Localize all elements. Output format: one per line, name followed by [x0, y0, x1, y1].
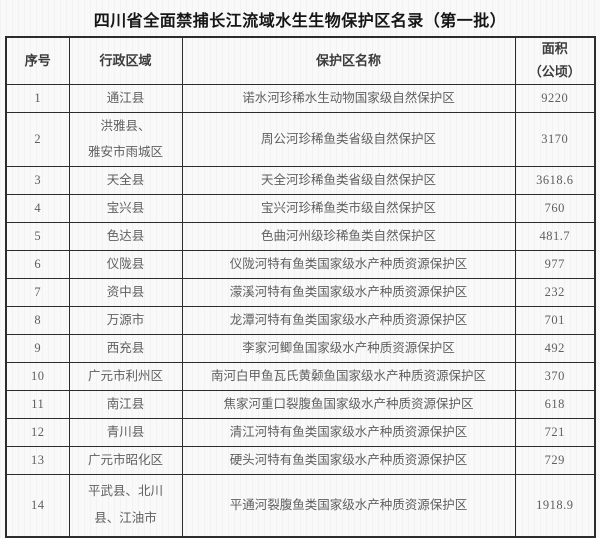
cell-serial: 6: [5, 249, 70, 279]
cell-serial: 4: [5, 193, 70, 223]
cell-region: 平武县、北川 县、江油市: [68, 473, 183, 537]
cell-serial: 12: [5, 417, 70, 447]
table-row: 8 万源市 龙潭河特有鱼类国家级水产种质资源保护区 701: [5, 305, 596, 335]
cell-area: 3618.6: [514, 165, 596, 195]
cell-area: 9220: [514, 84, 596, 113]
header-serial: 序号: [5, 36, 70, 85]
cell-region: 天全县: [68, 165, 183, 195]
cell-region: 南江县: [68, 389, 183, 419]
protected-areas-table: 序号 行政区域 保护区名称 面积 （公顷） 1 通江县 诺水河珍稀水生动物国家级…: [5, 36, 596, 538]
cell-reserve-name: 周公河珍稀鱼类省级自然保护区: [181, 112, 516, 167]
cell-area: 760: [514, 193, 596, 223]
cell-reserve-name: 濛溪河特有鱼类国家级水产种质资源保护区: [181, 277, 516, 307]
cell-area: 618: [514, 389, 596, 419]
table-row: 12 青川县 清江河特有鱼类国家级水产种质资源保护区 721: [5, 417, 596, 447]
cell-serial: 5: [5, 221, 70, 251]
cell-reserve-name: 李家河鲫鱼国家级水产种质资源保护区: [181, 333, 516, 363]
header-row: 序号 行政区域 保护区名称 面积 （公顷）: [5, 36, 596, 85]
cell-serial: 3: [5, 165, 70, 195]
cell-region: 广元市利州区: [68, 361, 183, 391]
table-row: 14 平武县、北川 县、江油市 平通河裂腹鱼类国家级水产种质资源保护区 1918…: [5, 473, 596, 537]
table-row: 10 广元市利州区 南河白甲鱼瓦氏黄颡鱼国家级水产种质资源保护区 370: [5, 361, 596, 391]
cell-region: 广元市昭化区: [68, 445, 183, 475]
header-area-line1: 面积: [541, 41, 568, 57]
header-reserve-name: 保护区名称: [181, 36, 516, 85]
table-row: 1 通江县 诺水河珍稀水生动物国家级自然保护区 9220: [5, 84, 596, 113]
cell-region: 资中县: [68, 277, 183, 307]
table-row: 13 广元市昭化区 硬头河特有鱼类国家级水产种质资源保护区 729: [5, 445, 596, 475]
cell-region: 宝兴县: [68, 193, 183, 223]
table-row: 11 南江县 焦家河重口裂腹鱼国家级水产种质资源保护区 618: [5, 389, 596, 419]
table-row: 3 天全县 天全河珍稀鱼类省级自然保护区 3618.6: [5, 165, 596, 195]
table-row: 7 资中县 濛溪河特有鱼类国家级水产种质资源保护区 232: [5, 277, 596, 307]
cell-reserve-name: 清江河特有鱼类国家级水产种质资源保护区: [181, 417, 516, 447]
cell-serial: 7: [5, 277, 70, 307]
cell-reserve-name: 硬头河特有鱼类国家级水产种质资源保护区: [181, 445, 516, 475]
table-row: 4 宝兴县 宝兴河珍稀鱼类市级自然保护区 760: [5, 193, 596, 223]
cell-area: 3170: [514, 112, 596, 167]
cell-region: 洪雅县、 雅安市雨城区: [68, 112, 183, 167]
cell-region: 色达县: [68, 221, 183, 251]
cell-area: 481.7: [514, 221, 596, 251]
table-row: 9 西充县 李家河鲫鱼国家级水产种质资源保护区 492: [5, 333, 596, 363]
header-area: 面积 （公顷）: [514, 36, 596, 85]
cell-reserve-name: 宝兴河珍稀鱼类市级自然保护区: [181, 193, 516, 223]
header-area-line2: （公顷）: [528, 64, 581, 79]
cell-region: 仪陇县: [68, 249, 183, 279]
header-region: 行政区域: [68, 36, 183, 85]
cell-reserve-name: 平通河裂腹鱼类国家级水产种质资源保护区: [181, 473, 516, 537]
cell-region: 青川县: [68, 417, 183, 447]
page-title: 四川省全面禁捕长江流域水生生物保护区名录（第一批）: [93, 13, 507, 30]
cell-region: 万源市: [68, 305, 183, 335]
cell-serial: 8: [5, 305, 70, 335]
table-row: 5 色达县 色曲河州级珍稀鱼类自然保护区 481.7: [5, 221, 596, 251]
cell-serial: 14: [5, 473, 70, 537]
cell-reserve-name: 诺水河珍稀水生动物国家级自然保护区: [181, 84, 516, 113]
cell-reserve-name: 仪陇河特有鱼类国家级水产种质资源保护区: [181, 249, 516, 279]
cell-reserve-name: 焦家河重口裂腹鱼国家级水产种质资源保护区: [181, 389, 516, 419]
cell-area: 701: [514, 305, 596, 335]
cell-region: 通江县: [68, 84, 183, 113]
table-row: 6 仪陇县 仪陇河特有鱼类国家级水产种质资源保护区 977: [5, 249, 596, 279]
cell-serial: 10: [5, 361, 70, 391]
cell-reserve-name: 色曲河州级珍稀鱼类自然保护区: [181, 221, 516, 251]
cell-area: 721: [514, 417, 596, 447]
cell-serial: 13: [5, 445, 70, 475]
cell-area: 492: [514, 333, 596, 363]
cell-area: 232: [514, 277, 596, 307]
cell-serial: 1: [5, 84, 70, 113]
cell-area: 1918.9: [514, 473, 596, 537]
cell-reserve-name: 天全河珍稀鱼类省级自然保护区: [181, 165, 516, 195]
cell-serial: 11: [5, 389, 70, 419]
cell-reserve-name: 南河白甲鱼瓦氏黄颡鱼国家级水产种质资源保护区: [181, 361, 516, 391]
cell-area: 729: [514, 445, 596, 475]
table-row: 2 洪雅县、 雅安市雨城区 周公河珍稀鱼类省级自然保护区 3170: [5, 112, 596, 167]
cell-region: 西充县: [68, 333, 183, 363]
cell-serial: 9: [5, 333, 70, 363]
cell-serial: 2: [5, 112, 70, 167]
cell-reserve-name: 龙潭河特有鱼类国家级水产种质资源保护区: [181, 305, 516, 335]
cell-area: 370: [514, 361, 596, 391]
cell-area: 977: [514, 249, 596, 279]
